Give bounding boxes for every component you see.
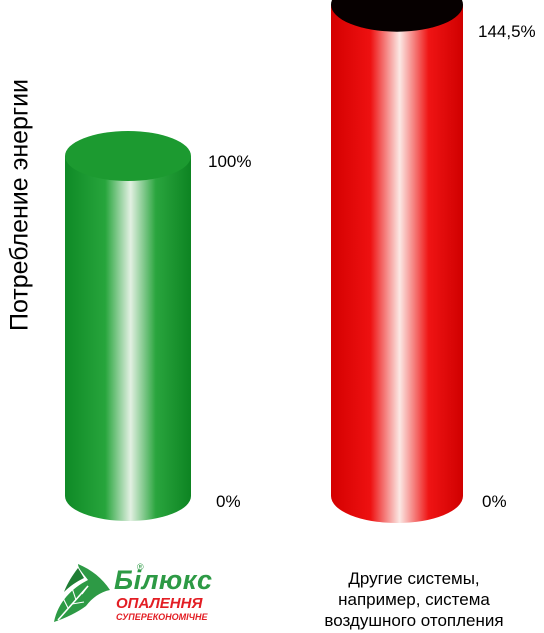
baseline-label-green: 0% (216, 492, 241, 511)
bar-green-body (65, 156, 191, 521)
logo-tagline-2: СУПЕРЕКОНОМІЧНЕ (116, 612, 208, 622)
y-axis-label: Потребление энергии (5, 78, 34, 332)
caption-line-3: воздушного отопления (324, 611, 504, 630)
registered-mark: ® (137, 562, 144, 572)
bar-red-top (331, 0, 463, 32)
bar-red (331, 0, 463, 523)
leaf-icon (54, 564, 110, 622)
logo-brand-text: Білюкс (114, 565, 213, 595)
bilux-logo: Білюкс ® ОПАЛЕННЯ СУПЕРЕКОНОМІЧНЕ (48, 562, 228, 630)
bar-green-top (65, 131, 191, 181)
bar-green (65, 131, 191, 521)
value-label-red: 144,5% (478, 22, 536, 41)
bar-red-body (331, 4, 463, 523)
caption-line-1: Другие системы, (348, 569, 480, 588)
baseline-label-red: 0% (482, 492, 507, 511)
logo-tagline-1: ОПАЛЕННЯ (116, 595, 203, 612)
category-label-other-systems: Другие системы, например, система воздуш… (286, 568, 542, 631)
caption-line-2: например, система (338, 590, 490, 609)
value-label-green: 100% (208, 152, 252, 171)
